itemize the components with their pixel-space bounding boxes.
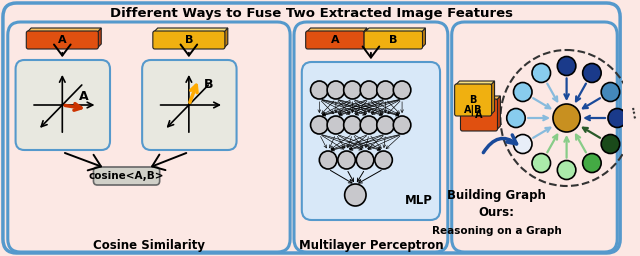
Circle shape: [360, 81, 378, 99]
Polygon shape: [497, 96, 500, 130]
Text: A: A: [331, 35, 339, 45]
FancyBboxPatch shape: [8, 22, 290, 252]
Circle shape: [557, 57, 576, 76]
FancyBboxPatch shape: [3, 3, 620, 253]
Circle shape: [338, 151, 355, 169]
FancyBboxPatch shape: [302, 62, 440, 220]
Text: A: A: [476, 110, 483, 120]
FancyBboxPatch shape: [364, 31, 422, 49]
Circle shape: [582, 63, 601, 82]
Circle shape: [553, 104, 580, 132]
Polygon shape: [154, 28, 228, 32]
Circle shape: [344, 184, 366, 206]
Circle shape: [557, 161, 576, 179]
FancyBboxPatch shape: [26, 31, 99, 49]
Circle shape: [375, 151, 392, 169]
Circle shape: [377, 116, 394, 134]
Text: Building Graph: Building Graph: [447, 188, 546, 201]
Polygon shape: [491, 81, 495, 115]
Polygon shape: [461, 96, 500, 100]
Circle shape: [608, 109, 627, 127]
Circle shape: [344, 116, 361, 134]
Text: B: B: [470, 95, 477, 105]
Circle shape: [319, 151, 337, 169]
FancyBboxPatch shape: [153, 31, 225, 49]
Polygon shape: [307, 28, 367, 32]
Polygon shape: [97, 28, 101, 48]
Circle shape: [532, 154, 550, 173]
FancyBboxPatch shape: [452, 22, 617, 252]
Text: Different Ways to Fuse Two Extracted Image Features: Different Ways to Fuse Two Extracted Ima…: [110, 7, 513, 20]
Text: A: A: [79, 91, 88, 103]
Polygon shape: [456, 81, 495, 85]
Text: MLP: MLP: [404, 194, 433, 207]
Polygon shape: [224, 28, 228, 48]
Text: B: B: [185, 35, 193, 45]
FancyBboxPatch shape: [454, 84, 492, 116]
Circle shape: [327, 116, 344, 134]
Circle shape: [377, 81, 394, 99]
FancyBboxPatch shape: [294, 22, 448, 252]
Text: A: A: [58, 35, 67, 45]
FancyBboxPatch shape: [142, 60, 237, 150]
Polygon shape: [365, 28, 426, 32]
Text: cosine<A,B>: cosine<A,B>: [89, 171, 164, 181]
Text: B: B: [389, 35, 397, 45]
Circle shape: [513, 82, 532, 101]
Text: A|B: A|B: [464, 104, 483, 115]
Circle shape: [601, 134, 620, 154]
Circle shape: [310, 116, 328, 134]
FancyBboxPatch shape: [461, 99, 497, 131]
Circle shape: [601, 82, 620, 101]
Circle shape: [394, 116, 411, 134]
FancyBboxPatch shape: [15, 60, 110, 150]
FancyArrowPatch shape: [483, 135, 516, 153]
Circle shape: [327, 81, 344, 99]
Circle shape: [582, 154, 601, 173]
Polygon shape: [422, 28, 426, 48]
FancyBboxPatch shape: [93, 167, 159, 185]
FancyBboxPatch shape: [306, 31, 364, 49]
Circle shape: [532, 63, 550, 82]
Text: Ours:: Ours:: [479, 207, 515, 219]
Circle shape: [394, 81, 411, 99]
Circle shape: [507, 109, 525, 127]
Text: Cosine Similarity: Cosine Similarity: [93, 239, 205, 251]
Circle shape: [513, 134, 532, 154]
Polygon shape: [28, 28, 101, 32]
Polygon shape: [363, 28, 367, 48]
Circle shape: [344, 81, 361, 99]
Text: ...: ...: [627, 105, 640, 121]
Text: Reasoning on a Graph: Reasoning on a Graph: [431, 226, 561, 236]
Text: B: B: [204, 79, 213, 91]
Text: Multilayer Perceptron: Multilayer Perceptron: [299, 239, 444, 251]
Circle shape: [310, 81, 328, 99]
Circle shape: [356, 151, 374, 169]
Circle shape: [360, 116, 378, 134]
